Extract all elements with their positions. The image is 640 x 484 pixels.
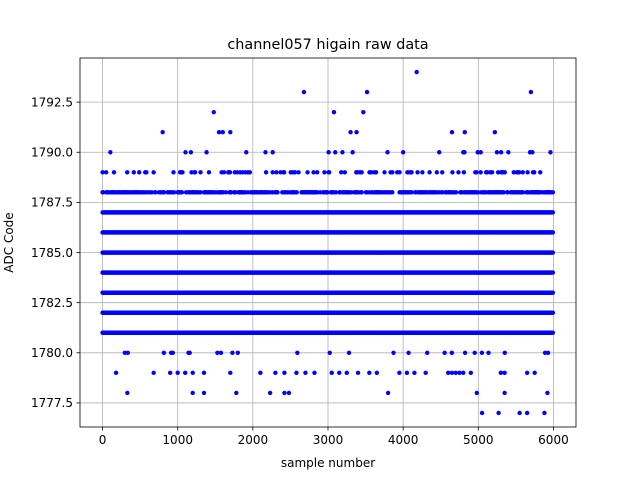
data-point xyxy=(551,310,555,314)
data-point xyxy=(551,331,555,335)
data-point xyxy=(551,270,555,274)
data-point xyxy=(551,230,555,234)
data-point xyxy=(551,290,555,294)
data-point xyxy=(551,250,555,254)
